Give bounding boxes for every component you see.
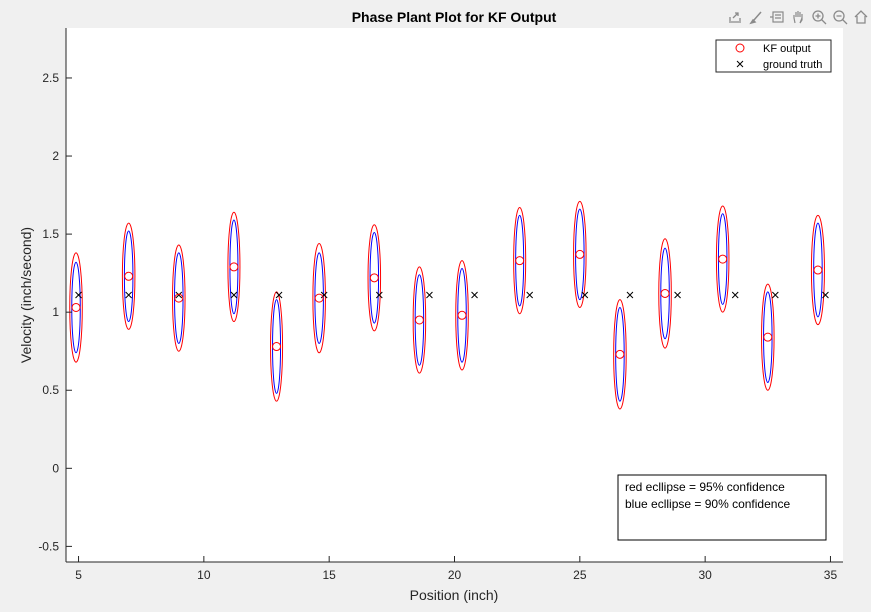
- data-tips-icon[interactable]: [767, 7, 787, 27]
- annotation-border: [617, 474, 827, 541]
- kf-output-point: [414, 315, 424, 325]
- ground-truth-point: [426, 291, 433, 299]
- kf-output-point: [457, 310, 467, 320]
- x-tick-label: 10: [197, 568, 211, 582]
- x-tick-label: 30: [698, 568, 712, 582]
- kf-output-point: [369, 273, 379, 283]
- zoom-out-icon[interactable]: [830, 7, 850, 27]
- x-tick-label: 15: [322, 568, 336, 582]
- x-tick-label: 35: [824, 568, 838, 582]
- ground-truth-point: [526, 291, 534, 299]
- export-icon[interactable]: [725, 7, 745, 27]
- x-tick-label: 25: [573, 568, 587, 582]
- x-tick-label: 20: [448, 568, 462, 582]
- x-tick-label: 5: [75, 568, 82, 582]
- y-tick-label: 0.5: [42, 383, 59, 397]
- kf-output-point: [718, 254, 728, 264]
- kf-output-point: [615, 349, 625, 359]
- ground-truth-markers: [75, 291, 829, 299]
- y-axis-label: Velocity (inch/second): [18, 227, 34, 363]
- ellipse-95-confidence: [227, 211, 241, 323]
- axis-ticks: 5 10 15 20 25 30 35 -0.5 0 0.5 1 1.5 2 2.5: [38, 71, 837, 582]
- kf-output-markers: [71, 249, 823, 359]
- kf-output-point: [272, 342, 282, 352]
- ground-truth-point: [230, 291, 238, 299]
- ground-truth-point: [471, 291, 478, 299]
- annotation-line-90: blue ecllipse = 90% confidence: [625, 497, 790, 511]
- ellipse-95-confidence: [455, 260, 469, 371]
- ellipse-95-confidence: [810, 214, 825, 326]
- ellipse-95-confidence: [573, 200, 587, 308]
- axes-background[interactable]: [66, 28, 843, 562]
- y-tick-label: 2.5: [42, 71, 59, 85]
- annotation-line-95: red ecllipse = 95% confidence: [625, 480, 785, 494]
- ellipse-95-confidence: [658, 238, 672, 349]
- kf-output-point: [314, 293, 324, 303]
- legend-kf-label: KF output: [763, 43, 811, 55]
- kf-output-point: [124, 271, 134, 281]
- ellipse-95-confidence: [312, 242, 326, 354]
- legend-truth-marker: [736, 60, 744, 68]
- kf-output-point: [515, 256, 525, 266]
- legend-truth-label: ground truth: [763, 59, 822, 71]
- y-tick-label: 0: [52, 461, 59, 475]
- kf-output-point: [575, 249, 585, 259]
- kf-output-point: [660, 288, 670, 298]
- ellipse-95-confidence: [367, 224, 382, 332]
- annotation-box: red ecllipse = 95% confidence blue eclli…: [617, 474, 827, 541]
- legend[interactable]: KF output ground truth: [715, 39, 832, 73]
- ground-truth-point: [822, 291, 829, 299]
- brush-icon[interactable]: [746, 7, 766, 27]
- legend-box: [715, 39, 832, 73]
- ellipse-95-confidence: [513, 207, 527, 315]
- ellipse-95-confidence: [412, 266, 427, 374]
- ellipse-95-confidence: [121, 222, 136, 330]
- ground-truth-point: [626, 291, 634, 299]
- ground-truth-point: [375, 291, 383, 299]
- ground-truth-point: [320, 291, 328, 299]
- ellipse-95-confidence: [761, 283, 775, 391]
- ellipse-95-confidence: [715, 205, 730, 313]
- kf-output-point: [813, 265, 823, 275]
- kf-output-point: [229, 262, 239, 272]
- y-tick-label: 1.5: [42, 227, 59, 241]
- ground-truth-point: [731, 291, 739, 299]
- kf-output-point: [763, 332, 773, 342]
- kf-output-point: [71, 302, 81, 312]
- ellipse-95-confidence: [69, 252, 83, 363]
- ground-truth-point: [75, 291, 82, 299]
- figure-toolbar: [725, 6, 871, 28]
- kf-output-point: [174, 293, 184, 303]
- ground-truth-point: [175, 291, 183, 299]
- ground-truth-point: [125, 291, 133, 299]
- chart-title: Phase Plant Plot for KF Output: [352, 9, 557, 25]
- y-tick-label: -0.5: [38, 539, 59, 553]
- pan-icon[interactable]: [788, 7, 808, 27]
- y-tick-label: 1: [52, 305, 59, 319]
- ellipse-95-confidence: [172, 244, 186, 352]
- ground-truth-point: [674, 291, 681, 299]
- ground-truth-point: [581, 291, 589, 299]
- y-tick-label: 2: [52, 149, 59, 163]
- x-axis-label: Position (inch): [410, 587, 499, 603]
- zoom-in-icon[interactable]: [809, 7, 829, 27]
- ground-truth-point: [771, 291, 779, 299]
- legend-kf-marker: [735, 43, 745, 53]
- home-icon[interactable]: [851, 7, 871, 27]
- ground-truth-point: [275, 291, 283, 299]
- ellipse-95-confidence: [613, 299, 627, 410]
